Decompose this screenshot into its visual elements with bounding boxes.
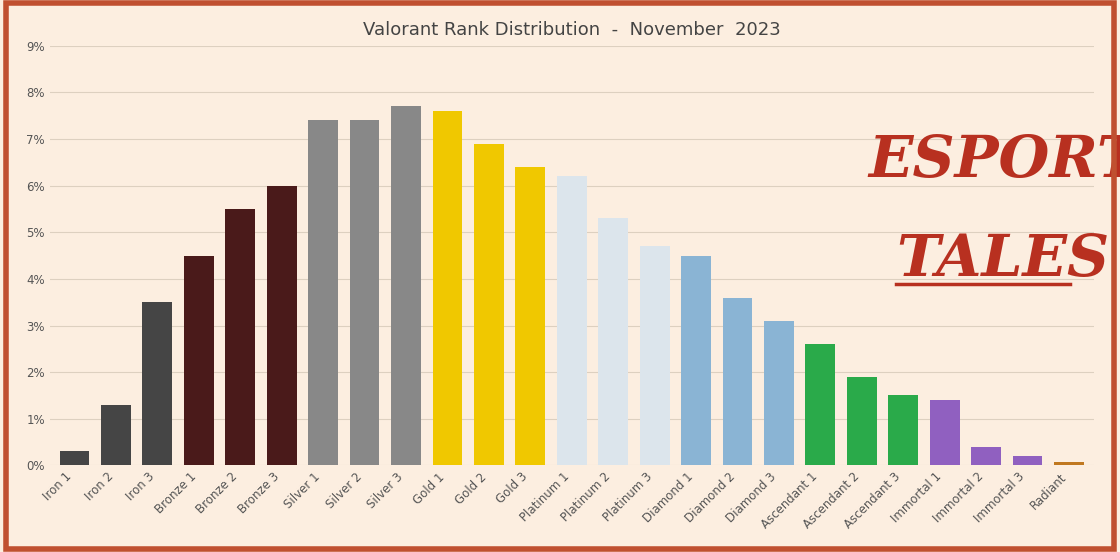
Bar <box>930 400 960 465</box>
Bar <box>764 321 794 465</box>
Bar <box>59 452 90 465</box>
Bar <box>474 144 504 465</box>
Bar <box>101 405 131 465</box>
Bar <box>1012 456 1043 465</box>
Bar <box>888 395 918 465</box>
Bar <box>267 185 297 465</box>
Bar <box>598 218 628 465</box>
Bar <box>308 120 338 465</box>
Bar <box>722 298 753 465</box>
Bar <box>225 209 255 465</box>
Bar <box>432 111 463 465</box>
Text: ESPORTS: ESPORTS <box>868 132 1120 189</box>
Bar <box>971 447 1001 465</box>
Bar <box>142 302 172 465</box>
Bar <box>391 107 421 465</box>
Bar <box>681 256 711 465</box>
Bar <box>557 176 587 465</box>
Bar <box>1054 462 1084 465</box>
Bar <box>184 256 214 465</box>
Bar <box>349 120 380 465</box>
Bar <box>515 167 545 465</box>
Text: TALES: TALES <box>896 232 1109 289</box>
Bar <box>805 344 836 465</box>
Bar <box>847 377 877 465</box>
Title: Valorant Rank Distribution  -  November  2023: Valorant Rank Distribution - November 20… <box>363 20 781 39</box>
Bar <box>640 246 670 465</box>
